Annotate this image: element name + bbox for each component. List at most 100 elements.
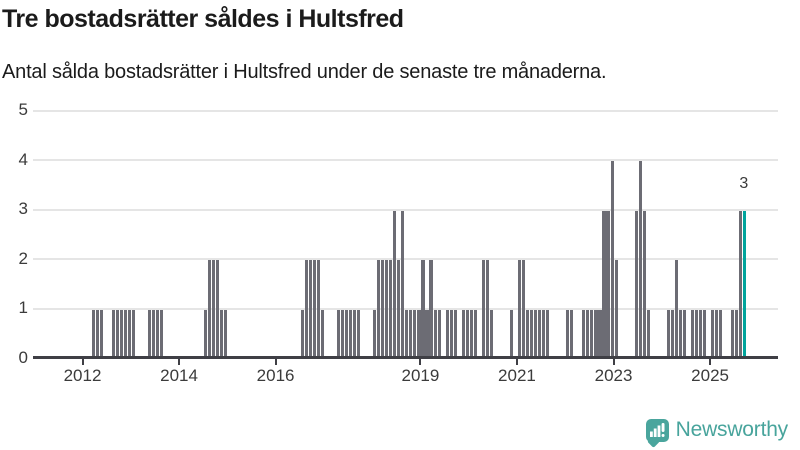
month-bar <box>731 309 735 358</box>
x-axis-tick-2023 <box>612 359 615 365</box>
month-bar <box>357 309 361 358</box>
month-bar <box>405 309 409 358</box>
month-bar <box>719 309 723 358</box>
month-bar <box>336 309 341 358</box>
month-bar <box>349 309 353 358</box>
month-bar <box>682 309 687 358</box>
month-bar <box>224 309 228 358</box>
month-bar <box>373 309 377 358</box>
month-bar <box>598 309 602 358</box>
gridline-y4 <box>33 159 778 161</box>
y-axis-label-1: 1 <box>18 298 28 317</box>
month-bar <box>115 309 119 358</box>
month-bar <box>522 260 526 358</box>
month-bar <box>381 260 385 358</box>
month-bar <box>517 260 522 358</box>
month-bar <box>538 309 542 358</box>
latest-bar-value-label: 3 <box>739 175 749 192</box>
x-axis-tick-2016 <box>274 359 277 365</box>
month-bar <box>485 260 489 358</box>
x-axis-tick-2012 <box>81 359 84 365</box>
y-axis-label-5: 5 <box>18 100 28 119</box>
month-bar <box>590 309 594 358</box>
month-bar <box>614 260 618 358</box>
gridline-y3 <box>33 208 778 211</box>
highlighted-latest-bar <box>743 210 747 358</box>
month-bar <box>582 309 586 358</box>
month-bar <box>678 309 682 358</box>
month-bar <box>666 309 670 358</box>
month-bar <box>216 260 220 358</box>
x-axis-label-2016: 2016 <box>256 366 295 385</box>
month-bar <box>353 309 357 358</box>
gridline-y5 <box>33 109 778 112</box>
month-bar <box>642 210 646 358</box>
month-bar <box>703 309 707 358</box>
month-bar <box>437 309 441 358</box>
mini-bar-chart-exclamation-icon <box>649 422 665 437</box>
month-bar <box>155 309 159 358</box>
month-bar <box>526 309 530 358</box>
y-axis-label-3: 3 <box>18 199 28 218</box>
month-bar <box>453 309 457 358</box>
month-bar <box>473 309 477 358</box>
y-axis-label-4: 4 <box>18 149 28 169</box>
month-bar <box>610 161 614 358</box>
chart-subtitle: Antal sålda bostadsrätter i Hultsfred un… <box>2 61 607 83</box>
y-axis-label-2: 2 <box>18 248 28 268</box>
month-bar <box>385 260 389 358</box>
month-bar <box>312 260 316 358</box>
month-bar <box>300 309 304 358</box>
month-bar <box>413 309 417 358</box>
month-bar <box>340 309 345 358</box>
month-bar <box>690 309 695 358</box>
brand-footer: Newsworthy <box>645 418 789 448</box>
month-bar <box>393 210 397 358</box>
month-bar <box>99 309 103 358</box>
newsworthy-bubble-chart-icon <box>645 418 669 448</box>
month-bar <box>711 309 715 358</box>
month-bar <box>461 309 465 358</box>
month-bar <box>542 309 546 358</box>
x-axis-tick-2019 <box>419 359 422 365</box>
month-bar <box>445 309 449 358</box>
month-bar <box>212 260 216 358</box>
month-bar <box>570 309 574 358</box>
x-axis-label-2023: 2023 <box>594 366 633 385</box>
plot-area <box>33 109 778 358</box>
month-bar <box>131 309 135 358</box>
month-bar <box>304 260 308 358</box>
month-bar <box>694 309 699 358</box>
month-bar <box>566 309 570 358</box>
month-bar <box>95 309 99 358</box>
month-bar <box>208 260 212 358</box>
chart-title: Tre bostadsrätter såldes i Hultsfred <box>2 5 404 33</box>
brand-name: Newsworthy <box>675 418 789 441</box>
month-bar <box>699 309 703 358</box>
month-bar <box>159 309 164 358</box>
month-bar <box>119 309 123 358</box>
month-bar <box>634 210 638 358</box>
month-bar <box>586 309 590 358</box>
month-bar <box>111 309 115 358</box>
month-bar <box>602 210 606 358</box>
month-bar <box>739 210 743 358</box>
month-bar <box>646 309 650 358</box>
month-bar <box>204 309 208 358</box>
month-bar <box>409 309 413 358</box>
month-bar <box>377 260 381 358</box>
gridline-y1 <box>33 307 778 310</box>
gridline-y2 <box>33 258 778 260</box>
month-bar <box>127 309 131 358</box>
month-bar <box>509 309 514 358</box>
month-bar <box>606 210 610 358</box>
month-bar <box>735 309 739 358</box>
month-bar <box>389 260 393 358</box>
month-bar <box>421 260 425 358</box>
x-axis-tick-2014 <box>178 359 181 365</box>
month-bar <box>123 309 127 358</box>
month-bar <box>344 309 349 358</box>
month-bar <box>465 309 469 358</box>
month-bar <box>715 309 719 358</box>
month-bar <box>320 309 324 358</box>
